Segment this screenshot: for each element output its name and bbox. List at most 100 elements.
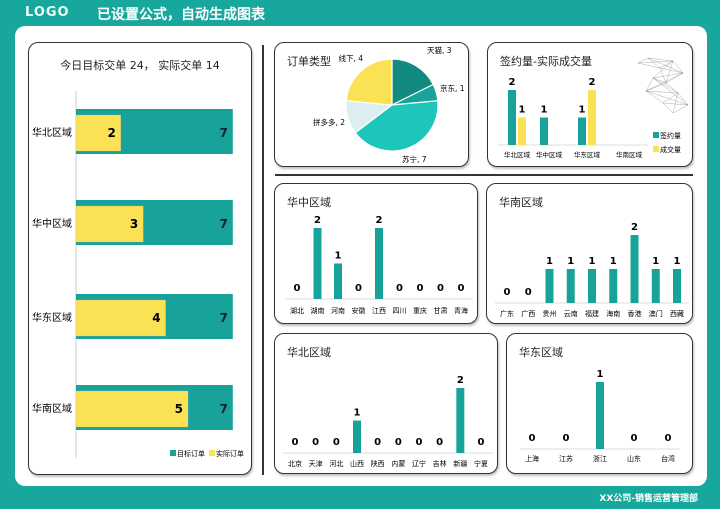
category-label: 台湾: [661, 454, 675, 463]
category-label: 江苏: [559, 454, 573, 463]
value-label: 0: [563, 433, 570, 444]
south-chart: 0 广东 0 广西 1 贵州 1 云南 1 福建 1 海南 2 香港 1 澳门 1 西藏: [495, 222, 689, 318]
network-decoration: [645, 90, 679, 94]
value-label: 2: [631, 222, 638, 233]
network-decoration: [662, 102, 689, 106]
value-label: 0: [529, 433, 536, 444]
category-label: 贵州: [543, 309, 557, 318]
network-decoration: [662, 92, 679, 104]
deal-label: 2: [589, 77, 596, 88]
value-label: 1: [546, 256, 553, 267]
category-label: 甘肃: [434, 306, 448, 315]
page-title: 已设置公式，自动生成图表: [97, 7, 265, 23]
actual-label: 5: [175, 402, 183, 416]
actual-bar: [75, 390, 189, 428]
actual-label: 3: [130, 217, 138, 231]
bar: [673, 269, 681, 303]
central-title: 华中区域: [287, 196, 331, 209]
network-decoration: [652, 77, 689, 106]
summary-text: 今日目标交单 24， 实际交单 14: [60, 59, 220, 72]
value-label: 2: [376, 215, 383, 226]
bar: [566, 269, 575, 303]
category-label: 宁夏: [474, 459, 488, 468]
value-label: 0: [478, 437, 485, 448]
network-decoration: [637, 60, 674, 64]
east-title: 华东区域: [519, 346, 563, 359]
value-label: 0: [395, 437, 402, 448]
category-label: 澳门: [649, 309, 663, 318]
pie-slice: [354, 100, 439, 152]
value-label: 1: [597, 369, 604, 380]
target-card: 今日目标交单 24， 实际交单 14 华北区域 2 7 华中区域 3 7 华东区域 4 7 华南区…: [28, 42, 252, 475]
network-decoration: [672, 104, 689, 114]
value-label: 1: [354, 408, 361, 419]
category-label: 北京: [288, 459, 302, 468]
actual-bar: [75, 299, 166, 337]
network-decoration: [652, 60, 674, 79]
category-label: 西藏: [670, 309, 684, 318]
category-label: 新疆: [453, 459, 467, 468]
bar: [651, 269, 660, 303]
value-label: 0: [294, 283, 301, 294]
network-decoration: [672, 60, 684, 74]
value-label: 1: [610, 256, 617, 267]
value-label: 0: [458, 283, 465, 294]
deal-label: 1: [519, 105, 526, 116]
category-label: 陕西: [371, 459, 385, 468]
target-label: 7: [219, 217, 227, 231]
value-label: 1: [674, 256, 681, 267]
legend-swatch-target: [170, 450, 176, 456]
value-label: 0: [631, 433, 638, 444]
network-decoration: [662, 102, 674, 114]
category-label: 海南: [606, 309, 620, 318]
value-label: 0: [355, 283, 362, 294]
sign-title: 签约量-实际成交量: [500, 55, 592, 68]
sign-card: 签约量-实际成交量 2 1 华北区域 1 华中区域 1 2 华东区域 华南区域 签约量 成交量: [487, 42, 693, 167]
signed-label: 2: [509, 77, 516, 88]
central-card: 华中区域 0 湖北 2 湖南 1 河南 0 安徽 2 江西 0 四川 0 重庆 0 甘肃 0 青海: [274, 183, 478, 324]
north-chart: 0 北京 0 天津 0 河北 1 山西 0 陕西 0 内蒙 0 辽宁 0 吉林 2 新疆 0 宁夏: [283, 375, 493, 468]
north-card: 华北区域 0 北京 0 天津 0 河北 1 山西 0 陕西 0 内蒙 0 辽宁 0 吉林 2 新疆 0 宁夏: [274, 333, 498, 474]
deal-bar: [588, 90, 596, 145]
category-label: 天津: [309, 460, 323, 468]
target-label: 7: [219, 311, 227, 325]
value-label: 1: [335, 251, 342, 262]
legend-actual: 实际订单: [216, 449, 244, 458]
network-decoration: [665, 60, 674, 84]
order-type-pie: 天猫, 3 京东, 1 苏宁, 7 拼多多, 2 线下, 4: [313, 45, 465, 164]
value-label: 0: [396, 283, 403, 294]
network-decoration: [659, 60, 674, 69]
category-label: 四川: [393, 307, 407, 315]
actual-bar: [75, 205, 144, 243]
category-label: 华北区域: [504, 150, 531, 159]
category-label: 华南区域: [616, 150, 643, 159]
target-label: 7: [219, 126, 227, 140]
network-decoration: [637, 62, 661, 69]
category-label: 青海: [454, 306, 468, 315]
signed-label: 1: [579, 105, 586, 116]
actual-label: 2: [107, 126, 115, 140]
category-label: 云南: [564, 309, 578, 318]
signed-bar: [578, 117, 586, 145]
category-label: 华南区域: [32, 402, 72, 415]
category-label: 湖南: [311, 306, 325, 315]
network-decoration: [659, 67, 667, 84]
legend-swatch-signed: [653, 132, 659, 138]
network-decoration: [645, 72, 684, 92]
network-decoration: [665, 72, 684, 84]
category-label: 福建: [585, 309, 599, 318]
category-label: 山东: [627, 454, 641, 463]
network-decoration: [677, 92, 689, 106]
pie-slice: [345, 58, 393, 106]
network-decoration: [665, 82, 679, 94]
network-decoration: [645, 82, 667, 92]
legend-target: 目标订单: [177, 449, 205, 458]
category-label: 河北: [329, 460, 343, 468]
bar: [545, 269, 554, 303]
category-label: 华东区域: [32, 311, 72, 324]
pie-slice: [391, 58, 434, 106]
value-label: 1: [652, 256, 659, 267]
network-decoration: [647, 57, 661, 69]
legend-swatch-actual: [209, 450, 215, 456]
